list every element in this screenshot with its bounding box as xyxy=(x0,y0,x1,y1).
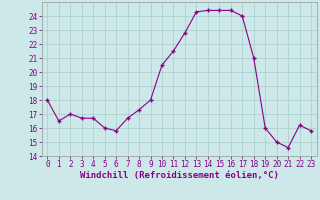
X-axis label: Windchill (Refroidissement éolien,°C): Windchill (Refroidissement éolien,°C) xyxy=(80,171,279,180)
